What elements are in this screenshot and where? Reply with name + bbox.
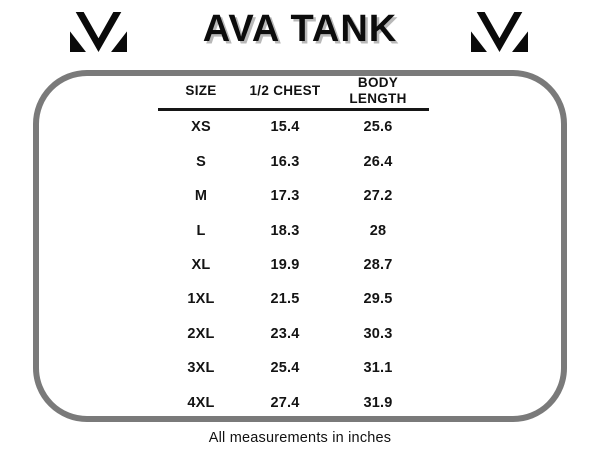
half-chest-value: 25.4: [270, 360, 300, 377]
size-label: 3XL: [187, 360, 215, 377]
half-chest-value: 23.4: [270, 325, 300, 342]
table-row: M 17.3 27.2: [158, 179, 430, 213]
size-label: XL: [191, 256, 211, 273]
table-row: 4XL 27.4 31.9: [158, 386, 430, 420]
size-label: 1XL: [187, 291, 215, 308]
footer-note: All measurements in inches: [208, 430, 392, 446]
column-header-size: SIZE: [185, 82, 217, 98]
table-row: XS 15.4 25.6: [158, 110, 430, 144]
half-chest-value: 15.4: [270, 119, 300, 136]
body-length-value: 25.6: [363, 119, 393, 136]
body-length-value: 30.3: [363, 325, 393, 342]
body-length-value: 29.5: [363, 291, 393, 308]
table-row: L 18.3 28: [158, 213, 430, 247]
size-label: L: [196, 222, 206, 239]
body-length-value: 31.9: [363, 394, 393, 411]
brand-monogram-icon: [70, 12, 127, 52]
page-title: AVA TANK: [202, 8, 398, 50]
table-header: SIZE 1/2 CHEST BODY LENGTH: [158, 74, 430, 107]
column-header-half-chest: 1/2 CHEST: [249, 82, 321, 98]
body-length-value: 28: [369, 222, 387, 239]
table-row: 1XL 21.5 29.5: [158, 282, 430, 316]
size-label: S: [196, 153, 206, 170]
body-length-value: 31.1: [363, 360, 393, 377]
size-label: XS: [191, 119, 211, 136]
body-length-value: 28.7: [363, 256, 393, 273]
half-chest-value: 19.9: [270, 256, 300, 273]
half-chest-value: 17.3: [270, 188, 300, 205]
half-chest-value: 21.5: [270, 291, 300, 308]
table-row: S 16.3 26.4: [158, 144, 430, 178]
column-header-body-length: BODY LENGTH: [349, 74, 407, 106]
body-length-value: 27.2: [363, 188, 393, 205]
table-row: 2XL 23.4 30.3: [158, 317, 430, 351]
size-label: M: [194, 188, 208, 205]
half-chest-value: 27.4: [270, 394, 300, 411]
table-row: XL 19.9 28.7: [158, 248, 430, 282]
half-chest-value: 16.3: [270, 153, 300, 170]
brand-monogram-icon: [471, 12, 528, 52]
header-divider: [158, 108, 429, 111]
table-body: XS 15.4 25.6 S 16.3 26.4 M 17.3 27.2 L 1…: [158, 110, 430, 420]
size-label: 2XL: [187, 325, 215, 342]
size-chart-card: [33, 70, 567, 422]
table-row: 3XL 25.4 31.1: [158, 351, 430, 385]
size-label: 4XL: [187, 394, 215, 411]
half-chest-value: 18.3: [270, 222, 300, 239]
body-length-value: 26.4: [363, 153, 393, 170]
